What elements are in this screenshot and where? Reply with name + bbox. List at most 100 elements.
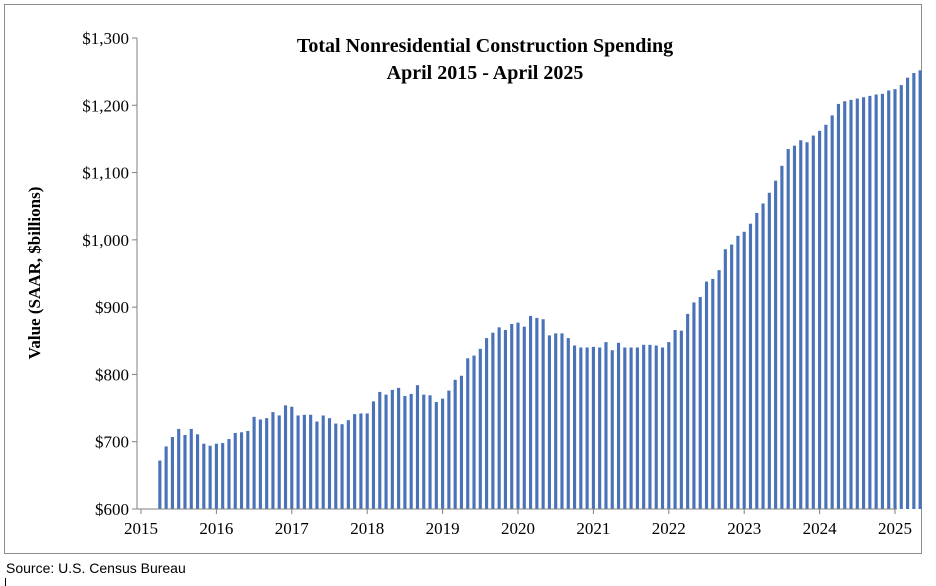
bar	[843, 101, 847, 509]
bar	[610, 350, 614, 509]
bar	[202, 443, 206, 509]
bar	[887, 90, 891, 509]
bar	[686, 313, 690, 509]
bar	[434, 402, 438, 509]
bar	[635, 347, 639, 509]
cursor-mark	[5, 578, 6, 586]
source-note: Source: U.S. Census Bureau	[6, 560, 186, 576]
bar	[616, 342, 621, 509]
bar	[334, 423, 338, 509]
bar	[478, 348, 482, 509]
bar	[730, 244, 734, 509]
bar	[183, 434, 187, 509]
bar	[692, 302, 696, 509]
bar	[340, 424, 344, 509]
y-axis-title: Value (SAAR, $billions)	[25, 187, 44, 360]
bar	[277, 415, 281, 509]
x-tick-label: 2020	[501, 519, 535, 538]
chart-svg: Total Nonresidential Construction Spendi…	[25, 29, 922, 538]
bar	[195, 434, 200, 509]
bar	[296, 415, 300, 509]
bar	[642, 344, 646, 509]
bar	[189, 428, 193, 509]
bar	[704, 281, 709, 509]
y-tick-label: $900	[95, 298, 129, 317]
bar	[497, 327, 501, 509]
bar	[774, 180, 778, 509]
bar	[836, 103, 841, 509]
bar	[660, 347, 665, 509]
bar	[510, 323, 514, 509]
y-tick-label: $1,100	[82, 164, 129, 183]
bar	[516, 322, 520, 509]
y-tick-label: $800	[95, 365, 129, 384]
bar	[415, 385, 420, 509]
bar	[862, 97, 866, 510]
bar	[315, 421, 319, 509]
bar	[811, 135, 815, 509]
bar	[390, 389, 394, 509]
bar	[409, 393, 413, 509]
bar	[422, 394, 426, 509]
bar	[679, 330, 683, 509]
x-tick-label: 2025	[878, 519, 912, 538]
x-tick-label: 2021	[576, 519, 610, 538]
bar	[673, 330, 677, 509]
bar	[723, 249, 727, 509]
bar	[755, 212, 759, 509]
bar	[736, 235, 740, 509]
bar	[824, 124, 828, 510]
bar	[899, 85, 903, 509]
bar	[591, 346, 595, 509]
bar	[893, 89, 897, 509]
bar	[912, 72, 916, 510]
bar	[855, 98, 859, 509]
bar	[579, 347, 583, 509]
x-tick-label: 2016	[199, 519, 233, 538]
bar	[698, 297, 702, 509]
bar	[491, 332, 495, 509]
bar	[830, 115, 834, 509]
bar	[239, 432, 244, 509]
bar	[786, 149, 790, 509]
bar	[818, 130, 822, 509]
x-tick-label: 2024	[803, 519, 838, 538]
bar	[378, 391, 382, 509]
bar	[529, 315, 533, 509]
bar	[906, 77, 910, 509]
y-tick-label: $1,200	[82, 96, 129, 115]
x-tick-label: 2017	[275, 519, 310, 538]
bar	[428, 395, 432, 509]
bar	[780, 165, 784, 509]
chart-title-line1: Total Nonresidential Construction Spendi…	[297, 35, 673, 57]
x-tick-label: 2018	[350, 519, 384, 538]
bar	[868, 95, 872, 510]
bar	[321, 415, 325, 509]
bar	[227, 439, 231, 509]
bar	[214, 443, 218, 509]
bar	[472, 355, 476, 509]
bar	[158, 460, 162, 509]
bar	[792, 145, 797, 509]
bars-group	[158, 70, 922, 510]
chart-title-line2: April 2015 - April 2025	[387, 62, 584, 84]
bar	[572, 345, 577, 509]
y-tick-label: $700	[95, 433, 129, 452]
bar	[447, 390, 451, 509]
chart-frame: Total Nonresidential Construction Spendi…	[4, 4, 922, 554]
bar	[459, 375, 464, 509]
bar	[503, 330, 507, 509]
bar	[246, 430, 250, 509]
bar	[290, 406, 294, 509]
axes-group: $600 $700 $800 $900 $1,000 $1,100 $1,200 $1,300…	[82, 29, 912, 538]
bar	[283, 405, 288, 509]
bar	[554, 333, 558, 509]
bar	[874, 94, 878, 510]
bar	[623, 347, 627, 509]
x-tick-label: 2015	[124, 519, 158, 538]
bar	[466, 358, 470, 509]
bar	[748, 223, 753, 509]
bar	[453, 379, 457, 509]
bar	[353, 414, 357, 509]
bar	[233, 432, 237, 509]
